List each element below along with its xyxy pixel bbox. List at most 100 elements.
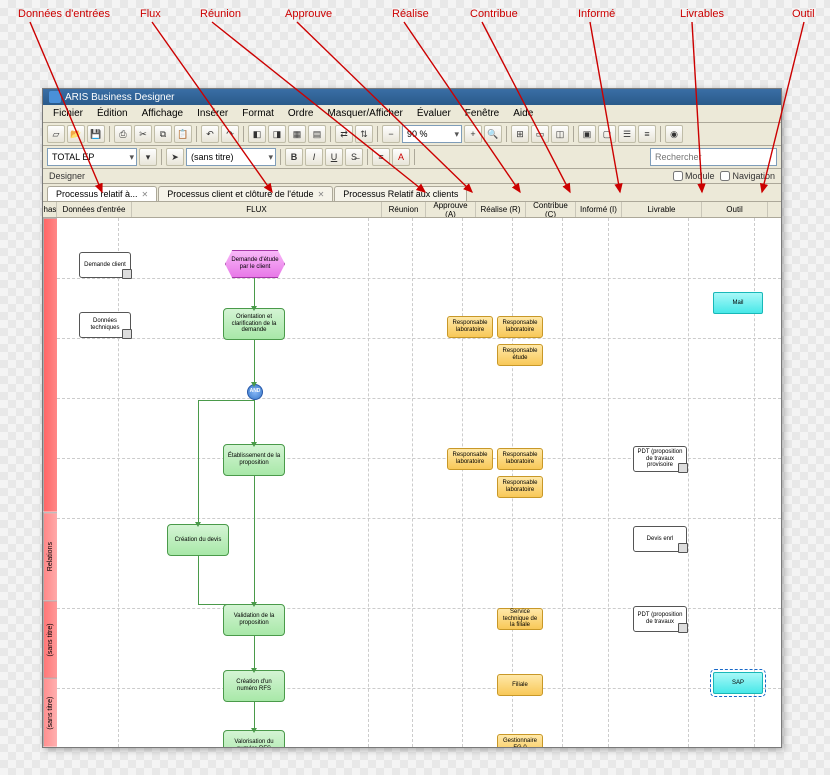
tab[interactable]: Processus Relatif aux clients xyxy=(334,186,467,201)
phase-segment xyxy=(43,218,57,512)
node-input[interactable]: Données techniques xyxy=(79,312,131,338)
column-headers: PhaseDonnées d'entréeFLUXRéunionApprouve… xyxy=(43,202,781,218)
column-header: Données d'entrée xyxy=(57,202,132,217)
italic-icon[interactable]: I xyxy=(305,148,323,166)
font-color-icon[interactable]: A xyxy=(392,148,410,166)
titlebar: ARIS Business Designer xyxy=(43,89,781,105)
node-org[interactable]: Service technique de la filiale xyxy=(497,608,543,630)
tab[interactable]: Processus client et clôture de l'étude ✕ xyxy=(158,186,333,201)
tb-j[interactable]: ▢ xyxy=(598,125,616,143)
designer-label: Designer xyxy=(49,171,85,181)
node-org[interactable]: Gestionnaire FG.0 xyxy=(497,734,543,747)
node-del[interactable]: Devis enrl xyxy=(633,526,687,552)
undo-icon[interactable]: ↶ xyxy=(201,125,219,143)
title-select[interactable]: (sans titre) xyxy=(186,148,276,166)
swim-area: Demande client Données techniques Demande … xyxy=(57,218,781,747)
bold-icon[interactable]: B xyxy=(285,148,303,166)
column-header: Réalise (R) xyxy=(476,202,526,217)
menu-item[interactable]: Masquer/Afficher xyxy=(321,106,408,121)
chk-navigation[interactable]: Navigation xyxy=(720,171,775,181)
column-header: Informé (I) xyxy=(576,202,622,217)
tb-c[interactable]: ▦ xyxy=(288,125,306,143)
node-tool[interactable]: Mail xyxy=(713,292,763,314)
node-org[interactable]: Responsable laboratoire xyxy=(497,476,543,498)
tb-k[interactable]: ☰ xyxy=(618,125,636,143)
save-icon[interactable]: 💾 xyxy=(87,125,105,143)
copy-icon[interactable]: ⧉ xyxy=(154,125,172,143)
print-icon[interactable]: ⎙ xyxy=(114,125,132,143)
menu-item[interactable]: Format xyxy=(236,106,280,121)
node-act[interactable]: Création d'un numéro RFS xyxy=(223,670,285,702)
column-header: Outil xyxy=(702,202,768,217)
node-org[interactable]: Responsable laboratoire xyxy=(497,316,543,338)
phase-segment: (sans titre) xyxy=(43,600,57,678)
new-icon[interactable]: ▱ xyxy=(47,125,65,143)
node-act[interactable]: Orientation et clarification de la deman… xyxy=(223,308,285,340)
menu-item[interactable]: Évaluer xyxy=(411,106,457,121)
align-l-icon[interactable]: ≡ xyxy=(372,148,390,166)
tb-i[interactable]: ▣ xyxy=(578,125,596,143)
designer-row: Designer Module Navigation xyxy=(43,169,781,184)
toolbar-1: ▱ 📂 💾 ⎙ ✂ ⧉ 📋 ↶ ↷ ◧ ◨ ▦ ▤ ⇄ ⇅ − 90 % + 🔍… xyxy=(43,123,781,146)
paste-icon[interactable]: 📋 xyxy=(174,125,192,143)
app-window: ARIS Business Designer FichierÉditionAff… xyxy=(42,88,782,748)
menu-item[interactable]: Aide xyxy=(507,106,539,121)
menu-item[interactable]: Fenêtre xyxy=(459,106,505,121)
search-input[interactable] xyxy=(650,148,777,166)
phase-bar: Relations(sans titre)(sans titre) xyxy=(43,218,57,747)
menu-item[interactable]: Édition xyxy=(91,106,134,121)
zoom-fit-icon[interactable]: 🔍 xyxy=(484,125,502,143)
ep-select[interactable]: TOTAL EP xyxy=(47,148,137,166)
node-act[interactable]: Établissement de la proposition xyxy=(223,444,285,476)
close-icon[interactable]: ✕ xyxy=(142,190,149,199)
node-tool[interactable]: SAP xyxy=(713,672,763,694)
node-org[interactable]: Responsable laboratoire xyxy=(447,448,493,470)
node-org[interactable]: Responsable laboratoire xyxy=(497,448,543,470)
column-header: Réunion xyxy=(382,202,426,217)
node-hex[interactable]: Demande d'étude par le client xyxy=(225,250,285,278)
tb-d[interactable]: ▤ xyxy=(308,125,326,143)
node-act[interactable]: Validation de la proposition xyxy=(223,604,285,636)
zoomin-icon[interactable]: + xyxy=(464,125,482,143)
pointer-icon[interactable]: ➤ xyxy=(166,148,184,166)
zoomout-icon[interactable]: − xyxy=(382,125,400,143)
tb2-a[interactable]: ▾ xyxy=(139,148,157,166)
phase-segment: Relations xyxy=(43,512,57,600)
menu-item[interactable]: Insérer xyxy=(191,106,234,121)
tb-m[interactable]: ◉ xyxy=(665,125,683,143)
node-org[interactable]: Filiale xyxy=(497,674,543,696)
cut-icon[interactable]: ✂ xyxy=(134,125,152,143)
close-icon[interactable]: ✕ xyxy=(318,190,325,199)
toolbar-2: TOTAL EP ▾ ➤ (sans titre) B I U S̶ ≡ A xyxy=(43,146,781,169)
tb-g[interactable]: ▭ xyxy=(531,125,549,143)
zoom-select[interactable]: 90 % xyxy=(402,125,462,143)
canvas[interactable]: PhaseDonnées d'entréeFLUXRéunionApprouve… xyxy=(43,202,781,747)
open-icon[interactable]: 📂 xyxy=(67,125,85,143)
node-act[interactable]: Création du devis xyxy=(167,524,229,556)
tab-label: Processus client et clôture de l'étude xyxy=(167,189,313,199)
node-del[interactable]: PDT (proposition de travaux provisoire xyxy=(633,446,687,472)
tb-h[interactable]: ◫ xyxy=(551,125,569,143)
tab[interactable]: Processus relatif à...✕ xyxy=(47,186,157,201)
titlebar-text: ARIS Business Designer xyxy=(65,92,175,103)
node-del[interactable]: PDT (proposition de travaux xyxy=(633,606,687,632)
chk-module[interactable]: Module xyxy=(673,171,715,181)
redo-icon[interactable]: ↷ xyxy=(221,125,239,143)
tb-a[interactable]: ◧ xyxy=(248,125,266,143)
node-org[interactable]: Responsable étude xyxy=(497,344,543,366)
node-input[interactable]: Demande client xyxy=(79,252,131,278)
tb-e[interactable]: ⇄ xyxy=(335,125,353,143)
strike-icon[interactable]: S̶ xyxy=(345,148,363,166)
menu-item[interactable]: Fichier xyxy=(47,106,89,121)
underline-icon[interactable]: U xyxy=(325,148,343,166)
node-org[interactable]: Responsable laboratoire xyxy=(447,316,493,338)
tb-f[interactable]: ⇅ xyxy=(355,125,373,143)
tabs: Processus relatif à...✕Processus client … xyxy=(43,184,781,202)
column-header: Phase xyxy=(43,202,57,217)
menu-item[interactable]: Affichage xyxy=(136,106,190,121)
tb-l[interactable]: ≡ xyxy=(638,125,656,143)
menu-item[interactable]: Ordre xyxy=(282,106,320,121)
app-icon xyxy=(49,91,61,103)
grid-icon[interactable]: ⊞ xyxy=(511,125,529,143)
tb-b[interactable]: ◨ xyxy=(268,125,286,143)
